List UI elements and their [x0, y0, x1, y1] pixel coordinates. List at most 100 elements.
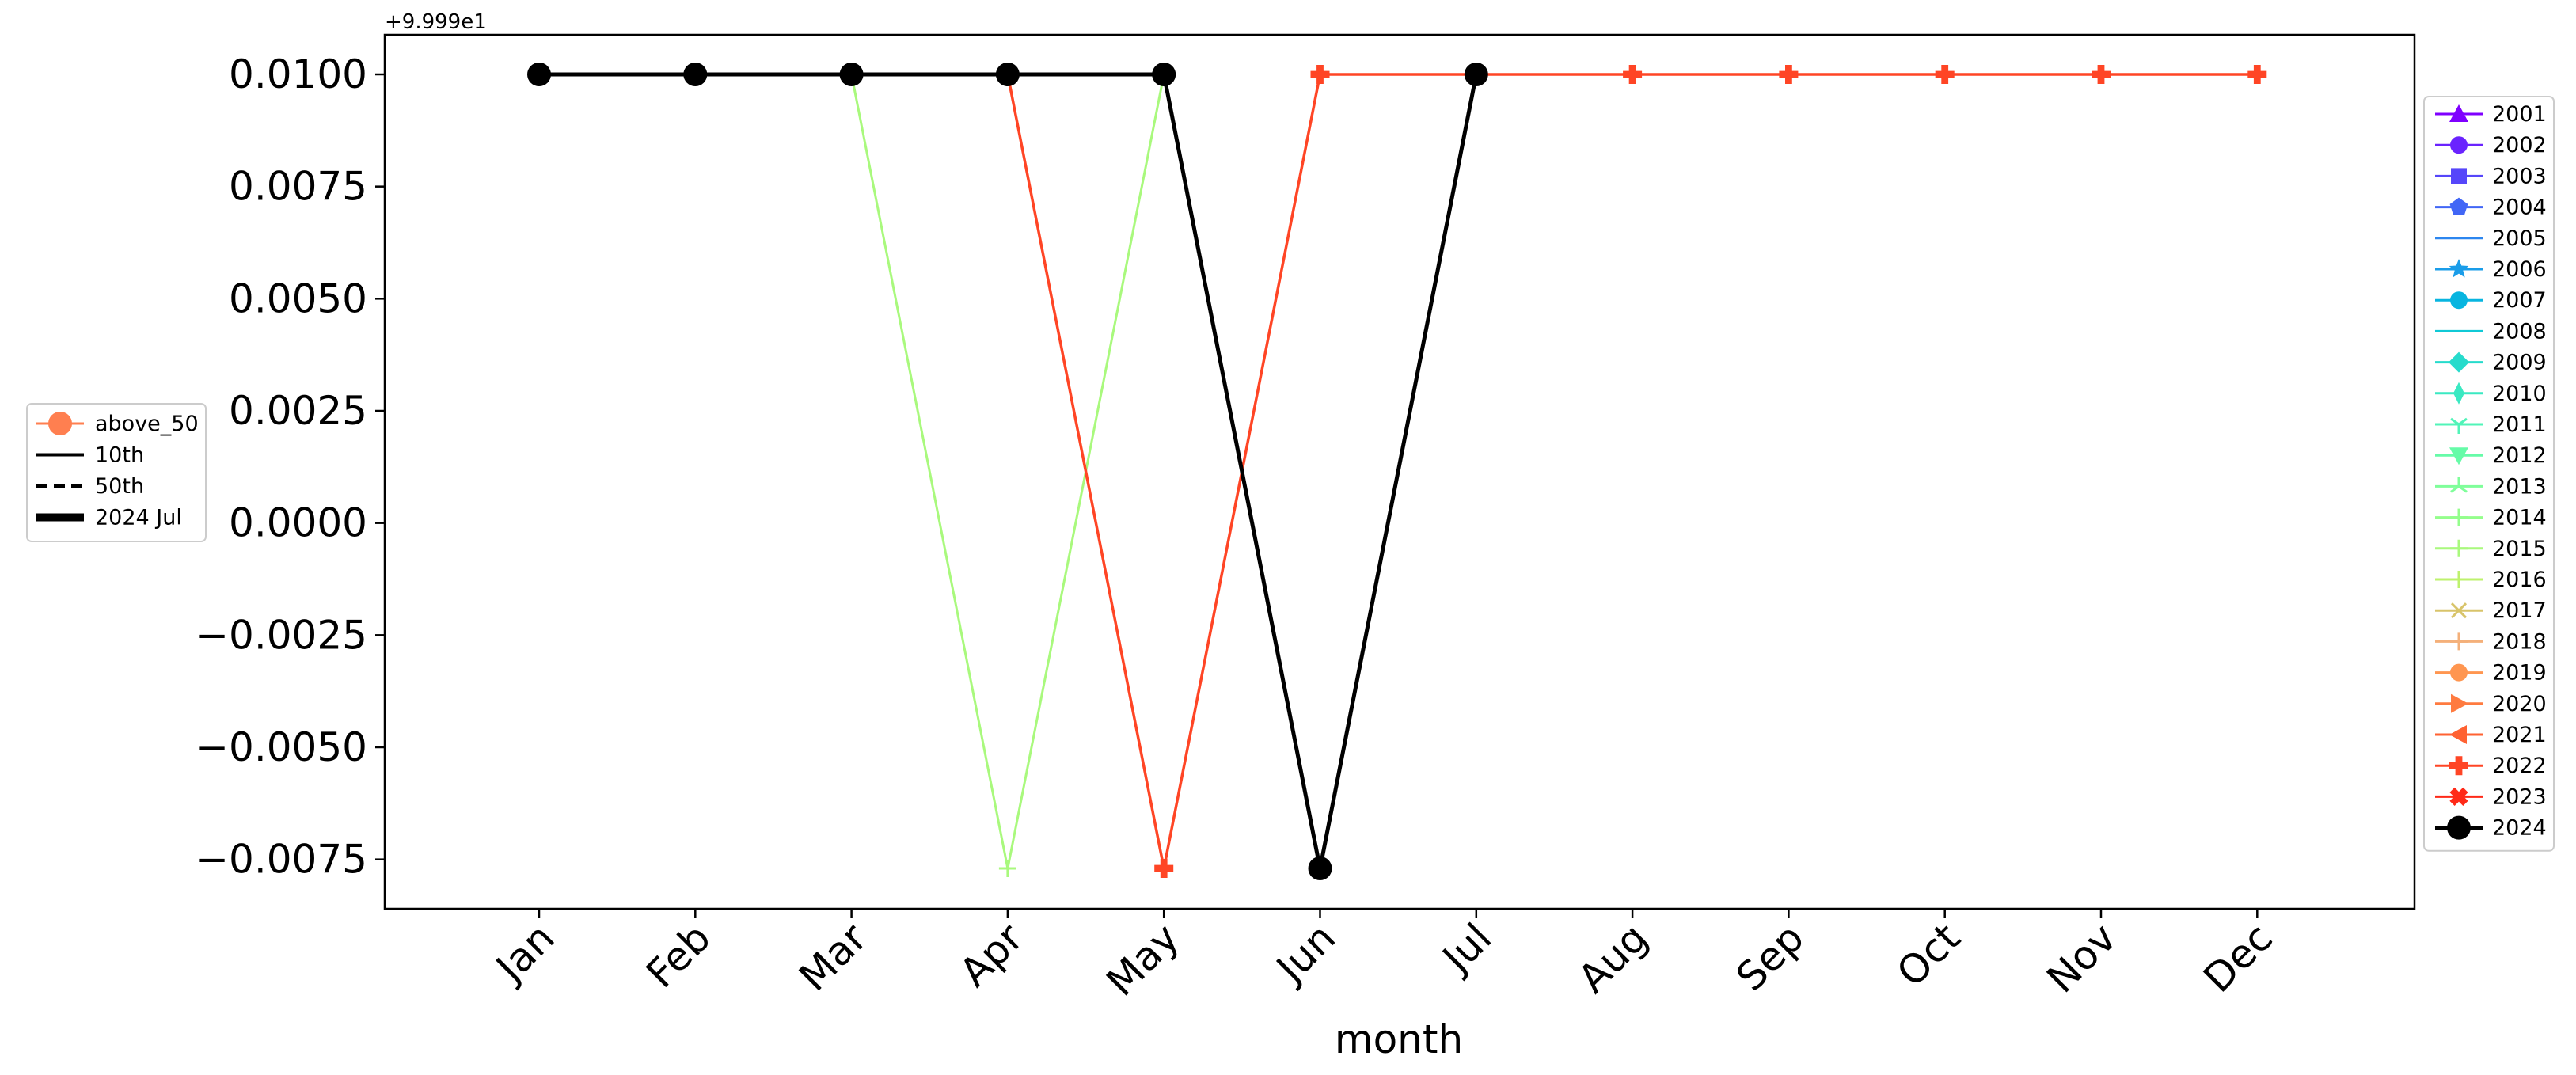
legend-entry: 2003 — [2435, 164, 2547, 188]
legend-label: above_50 — [95, 412, 199, 436]
legend-entry: 2019 — [2435, 661, 2547, 686]
legend-entry: 2016 — [2435, 568, 2547, 592]
data-point — [995, 63, 1020, 86]
legend-label: 2015 — [2492, 537, 2547, 561]
legend-entry: 50th — [36, 474, 144, 499]
legend-entry: 2006 — [2435, 257, 2547, 282]
series-2015 — [842, 66, 1173, 877]
series-2022 — [997, 65, 2267, 878]
legend-entry: 2008 — [2435, 319, 2547, 344]
legend-label: 10th — [95, 443, 144, 468]
y-offset-label: +9.999e1 — [385, 10, 487, 34]
legend-marker — [2450, 571, 2468, 588]
legend-entry: 2024 — [2435, 815, 2547, 841]
legend-marker — [2450, 291, 2468, 310]
legend-entry: 2001 — [2435, 102, 2547, 127]
legend-entry: 2018 — [2435, 629, 2547, 654]
legend-label: 2012 — [2492, 443, 2547, 468]
legend-label: 2014 — [2492, 506, 2547, 530]
legend-marker — [2449, 787, 2468, 806]
x-tick-label: Sep — [1727, 914, 1813, 1000]
x-tick-label: Apr — [951, 914, 1032, 995]
legend-entry: 2014 — [2435, 506, 2547, 530]
legend-entry: 2005 — [2435, 226, 2547, 251]
legend-entry: 2020 — [2435, 692, 2547, 716]
legend-marker — [2451, 168, 2467, 184]
data-point — [683, 63, 708, 86]
legend-label: 2019 — [2492, 661, 2547, 686]
legend-entry: 2012 — [2435, 443, 2547, 468]
legend-label: 2022 — [2492, 754, 2547, 778]
y-tick-label: 0.0000 — [229, 500, 367, 546]
legend-label: 2007 — [2492, 288, 2547, 313]
data-point — [1935, 65, 1955, 84]
legend-marker — [2449, 351, 2469, 373]
data-point — [1779, 65, 1799, 84]
legend-label: 2023 — [2492, 784, 2547, 809]
legend-marker — [48, 412, 72, 435]
legend-label: 2008 — [2492, 319, 2547, 344]
legend-label: 2003 — [2492, 164, 2547, 188]
legend-entry: 2013 — [2435, 474, 2547, 499]
series-line — [539, 72, 1479, 871]
legend-marker — [2450, 663, 2468, 682]
legend-marker — [2450, 477, 2468, 493]
y-tick-label: −0.0025 — [196, 612, 367, 658]
legend-label: 2017 — [2492, 598, 2547, 623]
y-tick-label: 0.0100 — [229, 51, 367, 97]
y-tick-label: −0.0075 — [196, 837, 367, 883]
x-tick-label: May — [1098, 914, 1188, 1005]
plot-frame — [383, 33, 2416, 910]
y-tick-label: 0.0075 — [229, 164, 367, 210]
y-tick-label: 0.0025 — [229, 388, 367, 434]
y-tick-label: 0.0050 — [229, 275, 367, 321]
legend-entry: 2015 — [2435, 537, 2547, 561]
data-point — [1308, 857, 1332, 880]
series-line — [850, 74, 1165, 870]
legend-entry: 2010 — [2435, 382, 2547, 406]
legend-label: 2013 — [2492, 474, 2547, 499]
legend-marker — [2449, 725, 2467, 744]
data-point — [1310, 65, 1330, 84]
legend-marker — [2450, 632, 2468, 651]
legend-entry: 2011 — [2435, 412, 2547, 437]
legend-label: 2002 — [2492, 133, 2547, 158]
data-point — [839, 63, 864, 86]
legend-right-frame — [2423, 96, 2555, 852]
legend-label: 2021 — [2492, 723, 2547, 747]
legend-label: 2024 Jul — [95, 506, 182, 530]
legend-label: 2006 — [2492, 257, 2547, 282]
legend-label: 2004 — [2492, 196, 2547, 220]
legend-label: 2010 — [2492, 382, 2547, 406]
legend-marker — [2449, 104, 2468, 122]
x-tick-label: Aug — [1570, 914, 1657, 1001]
legend-entry: 2009 — [2435, 351, 2547, 375]
legend-label: 2016 — [2492, 568, 2547, 592]
data-point — [998, 860, 1016, 877]
x-tick-label: Jan — [486, 914, 564, 992]
data-point — [1152, 63, 1176, 86]
x-tick-label: Oct — [1888, 914, 1969, 995]
legend-marker — [2449, 197, 2468, 215]
legend-entry: 2023 — [2435, 784, 2547, 809]
legend-entry: 2017 — [2435, 598, 2547, 623]
legend-marker — [2447, 815, 2471, 840]
legend-right: 2001 2002 2003 2004 2005 2006 2007 2008 2009 2010… — [2423, 96, 2555, 852]
series-2024 — [527, 63, 1488, 880]
x-tick-label: Jul — [1432, 914, 1500, 982]
legend-marker — [2453, 382, 2464, 405]
legend-marker — [2451, 693, 2468, 713]
legend-marker — [2450, 417, 2468, 434]
legend-marker — [2450, 508, 2468, 526]
legend-label: 2009 — [2492, 351, 2547, 375]
legend-left-frame — [26, 403, 207, 542]
x-tick-label: Feb — [637, 914, 720, 997]
data-point — [2092, 65, 2111, 84]
legend-label: 2001 — [2492, 102, 2547, 127]
legend-entry: 2004 — [2435, 196, 2547, 220]
legend-label: 2018 — [2492, 629, 2547, 654]
x-axis-label: month — [1335, 1016, 1463, 1062]
series-line — [1006, 73, 2258, 870]
legend-left: above_50 10th 50th 2024 Jul — [26, 403, 207, 542]
